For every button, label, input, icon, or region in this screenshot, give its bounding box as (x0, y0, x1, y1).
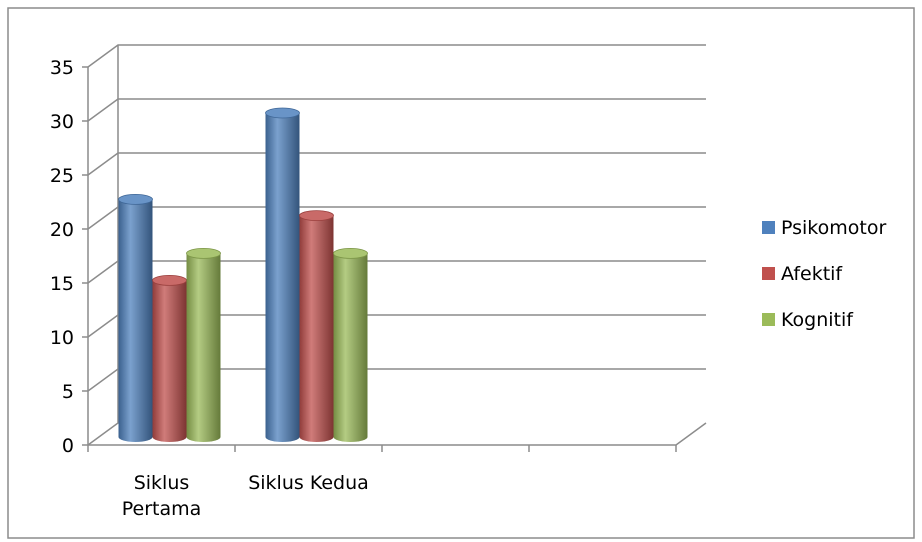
y-tick-label: 25 (50, 165, 74, 187)
legend-swatch (762, 267, 775, 280)
x-tick-label: Pertama (122, 498, 202, 520)
legend-item-afektif: Afektif (762, 263, 843, 285)
bars (118, 107, 368, 442)
y-tick-label: 15 (50, 273, 74, 295)
y-tick-label: 30 (50, 111, 74, 133)
bar-afektif (152, 274, 187, 442)
bar-kognitif (186, 247, 221, 442)
legend-item-psikomotor: Psikomotor (762, 217, 886, 239)
legend-item-kognitif: Kognitif (762, 309, 854, 331)
gridline (87, 44, 706, 68)
x-axis: Siklus Pertama Siklus Kedua (87, 445, 677, 520)
gridline (87, 260, 706, 284)
bar-psikomotor (118, 193, 153, 442)
gridline (87, 314, 706, 338)
gridline (87, 152, 706, 176)
legend-swatch (762, 221, 775, 234)
x-tick-label: Siklus (134, 472, 190, 494)
legend-swatch (762, 313, 775, 326)
gridline (87, 98, 706, 122)
y-tick-label: 35 (50, 57, 74, 79)
y-axis: 0 5 10 15 20 25 30 35 (50, 57, 89, 457)
bar-kognitif (333, 247, 368, 442)
back-wall-edge (87, 45, 119, 446)
gridlines (87, 44, 706, 392)
legend-label: Afektif (781, 263, 843, 285)
y-tick-label: 5 (62, 381, 74, 403)
gridline (87, 206, 706, 230)
y-tick-label: 20 (50, 219, 74, 241)
y-tick-label: 0 (62, 435, 74, 457)
legend: Psikomotor Afektif Kognitif (762, 217, 886, 331)
legend-label: Kognitif (781, 309, 854, 331)
y-tick-label: 10 (50, 327, 74, 349)
bar-psikomotor (265, 107, 300, 442)
bar-afektif (299, 210, 334, 442)
legend-label: Psikomotor (781, 217, 886, 239)
x-tick-label: Siklus Kedua (248, 472, 369, 494)
gridline (87, 368, 706, 392)
